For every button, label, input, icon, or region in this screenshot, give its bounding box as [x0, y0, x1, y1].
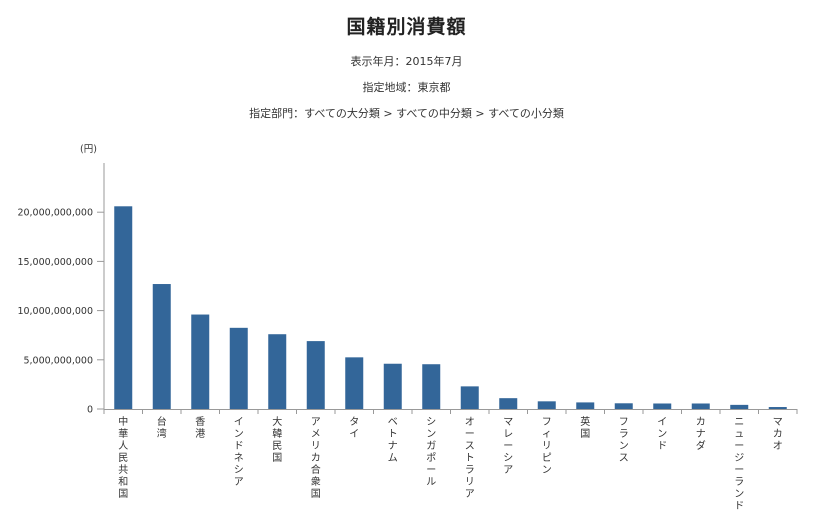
bar [730, 404, 749, 409]
y-tick-label: 5,000,000,000 [23, 355, 93, 366]
category-label: 中華人民共和国 [118, 415, 128, 500]
y-tick-label: 10,000,000,000 [17, 306, 93, 317]
y-tick-label: 20,000,000,000 [17, 208, 93, 219]
category-label: ニュージーランド [734, 417, 744, 512]
page-title: 国籍別消費額 [346, 16, 467, 38]
category-label: フィリピン [542, 417, 552, 476]
category-label: オーストラリア [465, 416, 475, 500]
y-axis: 0 5,000,000,000 10,000,000,000 15,000,000,0… [17, 208, 104, 416]
category-label: 指定部門： [249, 107, 305, 120]
bar [268, 334, 287, 409]
category-value: すべての大分類 > すべての中分類 > すべての小分類 [304, 107, 564, 120]
period-label: 表示年月： [350, 55, 406, 68]
region-label: 指定地域： [362, 81, 418, 94]
category-label: タイ [349, 416, 359, 440]
category-label: インド [657, 417, 667, 452]
category-label: インドネシア [234, 417, 244, 488]
bar [306, 341, 325, 409]
category-label: 大韓民国 [272, 415, 282, 464]
region-value: 東京都 [417, 81, 451, 94]
category-label: マカオ [773, 417, 783, 452]
bar [383, 363, 402, 409]
bar [460, 386, 479, 409]
category-label: 香港 [195, 416, 205, 440]
bar [345, 357, 364, 409]
category-label: カナダ [696, 416, 706, 452]
category-label: シンガポール [426, 417, 436, 488]
bar [614, 403, 633, 409]
bar [152, 284, 171, 409]
bar [422, 364, 441, 409]
category-line: 指定部門：すべての大分類 > すべての中分類 > すべての小分類 [0, 105, 813, 121]
y-tick-label: 0 [87, 405, 93, 416]
period-line: 表示年月：2015年7月 [0, 53, 813, 69]
category-label: 台湾 [157, 415, 167, 440]
category-label: フランス [619, 417, 629, 464]
category-label: ベトナム [388, 416, 398, 464]
bar [691, 403, 710, 409]
bar [191, 314, 210, 409]
bars [114, 206, 787, 409]
bar [653, 403, 672, 409]
bar [576, 402, 595, 409]
period-value: 2015年7月 [405, 55, 463, 68]
bar [499, 398, 518, 409]
y-tick-label: 15,000,000,000 [17, 257, 93, 268]
category-label: 英国 [580, 415, 590, 440]
y-axis-label: (円) [80, 144, 97, 155]
bar [768, 407, 787, 409]
bar [114, 206, 133, 409]
bar [229, 327, 248, 409]
region-line: 指定地域：東京都 [0, 79, 813, 95]
category-label: アメリカ合衆国 [311, 417, 321, 500]
bar [537, 401, 556, 409]
category-label: マレーシア [503, 417, 513, 476]
x-axis: 中華人民共和国 台湾 香港 インドネシア 大韓民国 アメリカ合衆国 タイ ベトナム シンガポール… [103, 409, 798, 512]
